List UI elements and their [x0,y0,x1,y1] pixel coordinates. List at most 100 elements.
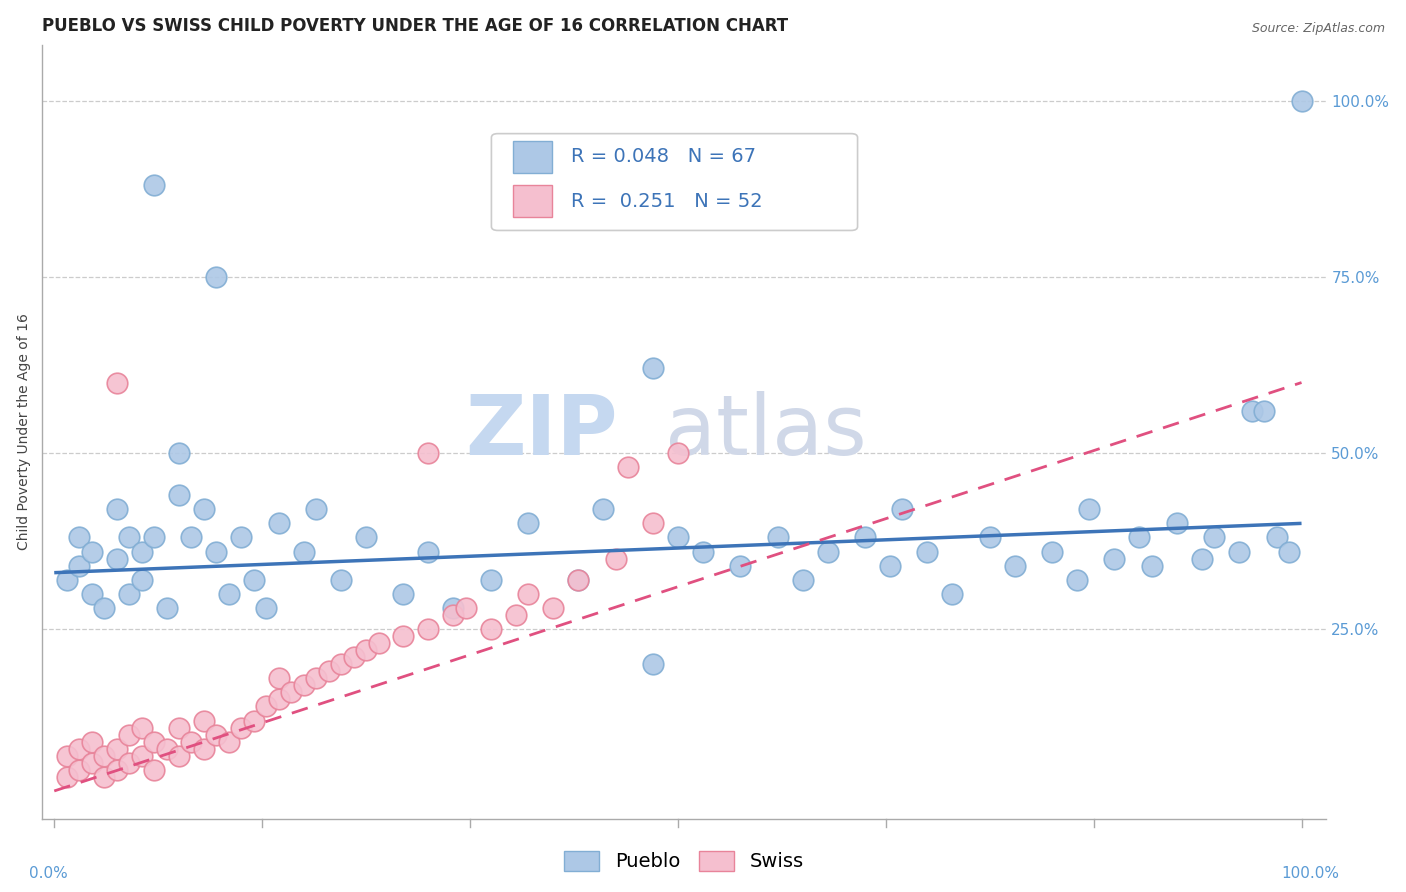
Point [641,657,664,672]
Point [517,516,540,531]
Point [131,544,153,558]
Point [418,622,440,636]
Point [118,728,141,742]
Point [330,573,353,587]
Point [641,516,664,531]
Point [67,558,90,573]
Point [305,671,328,685]
Point [641,361,664,376]
Point [728,558,751,573]
Point [280,685,302,699]
Point [1191,551,1213,566]
Point [254,699,277,714]
Point [55,770,77,784]
Text: ZIP: ZIP [465,392,619,473]
Legend: Pueblo, Swiss: Pueblo, Swiss [557,843,811,880]
Point [418,544,440,558]
Point [218,734,240,748]
Point [67,741,90,756]
Point [454,600,477,615]
Point [1166,516,1188,531]
Point [167,721,190,735]
Point [392,629,415,643]
Point [167,488,190,502]
Point [155,600,177,615]
Point [853,531,876,545]
Point [67,531,90,545]
Point [392,587,415,601]
Point [143,178,166,193]
Point [105,763,128,777]
Point [80,756,103,770]
Point [541,600,564,615]
Text: PUEBLO VS SWISS CHILD POVERTY UNDER THE AGE OF 16 CORRELATION CHART: PUEBLO VS SWISS CHILD POVERTY UNDER THE … [42,17,787,35]
Point [354,643,377,657]
Point [441,607,464,622]
Point [193,714,215,728]
Point [592,502,614,516]
Point [1078,502,1101,516]
Point [131,721,153,735]
Point [118,587,141,601]
Point [817,544,839,558]
Point [180,531,202,545]
Point [1004,558,1026,573]
Point [205,728,228,742]
FancyBboxPatch shape [492,134,858,230]
Point [292,544,315,558]
Point [55,748,77,763]
Point [167,446,190,460]
Point [1066,573,1088,587]
Point [193,502,215,516]
Point [354,531,377,545]
Point [567,573,589,587]
Point [118,756,141,770]
Point [766,531,789,545]
Point [666,531,689,545]
Point [131,573,153,587]
Point [979,531,1001,545]
Point [1040,544,1063,558]
Point [1253,403,1275,417]
Text: 0.0%: 0.0% [30,865,67,880]
Point [243,573,266,587]
Point [1104,551,1126,566]
Point [1140,558,1163,573]
Point [567,573,589,587]
Point [205,544,228,558]
Point [330,657,353,672]
Point [55,573,77,587]
Point [479,622,502,636]
Point [367,636,389,650]
Point [143,531,166,545]
Point [418,446,440,460]
Point [267,516,290,531]
Point [1227,544,1250,558]
Point [105,741,128,756]
Point [917,544,939,558]
Point [243,714,266,728]
Point [143,763,166,777]
Point [93,600,115,615]
Point [1291,94,1313,108]
Point [193,741,215,756]
Text: 100.0%: 100.0% [1281,865,1340,880]
Point [231,531,253,545]
Point [891,502,914,516]
Point [180,734,202,748]
Point [941,587,963,601]
Point [80,734,103,748]
Point [505,607,527,622]
Point [93,748,115,763]
Text: atlas: atlas [665,392,866,473]
Point [517,587,540,601]
Point [155,741,177,756]
Point [1265,531,1288,545]
Point [105,376,128,390]
Point [792,573,814,587]
Point [118,531,141,545]
Text: R = 0.048   N = 67: R = 0.048 N = 67 [571,147,756,167]
Point [143,734,166,748]
Point [441,600,464,615]
Point [105,502,128,516]
